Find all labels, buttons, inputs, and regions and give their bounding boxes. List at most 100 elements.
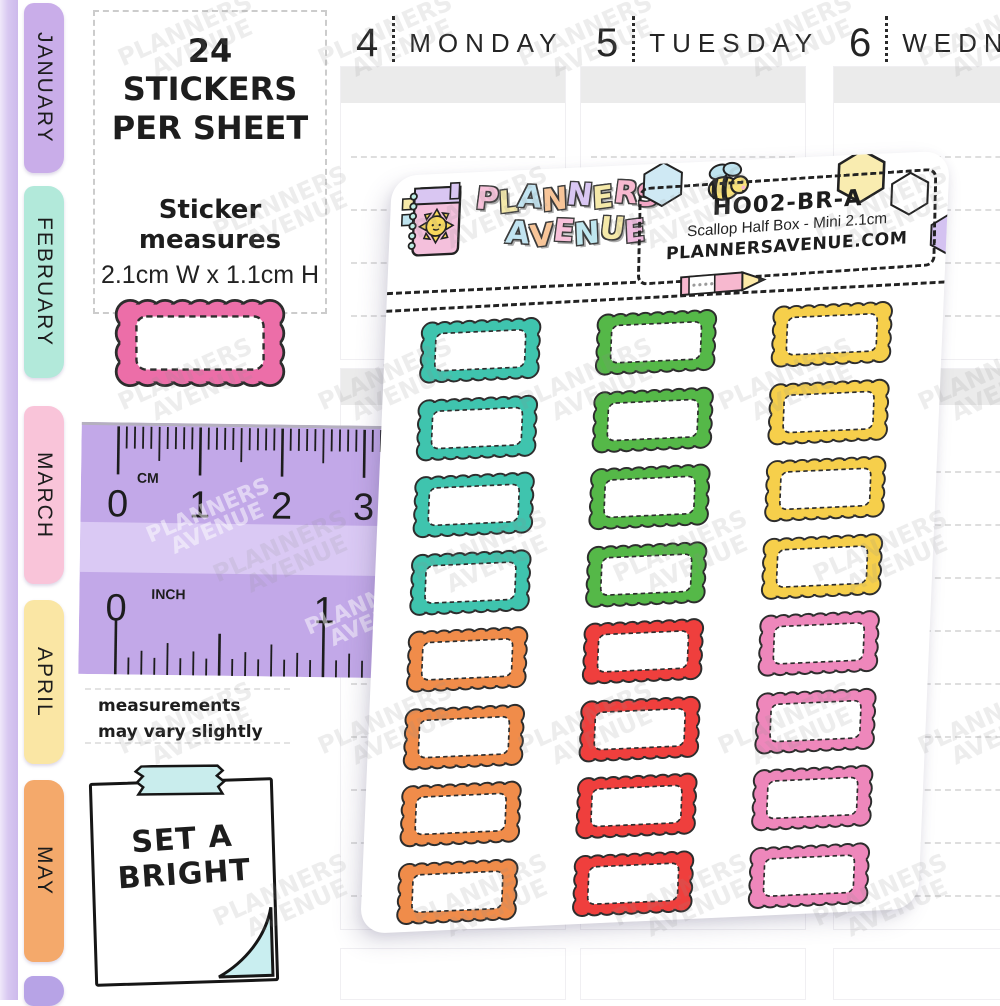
scallop-sticker-svg [752, 685, 879, 757]
info-box: 24 STICKERS PER SHEET Sticker measures 2… [93, 10, 327, 314]
brand-letter: V [529, 217, 554, 255]
sticker-count-line2: PER SHEET [95, 109, 325, 147]
scallop-sticker-svg [749, 762, 876, 834]
day-header: 4 MONDAY [356, 16, 563, 70]
sticker-count-line1: 24 STICKERS [95, 32, 325, 109]
scallop-sticker-svg [394, 855, 521, 927]
day-number: 4 [356, 21, 378, 66]
scallop-sticker-orange [394, 855, 521, 927]
page-fold-icon [215, 905, 279, 983]
day-number: 6 [849, 21, 871, 66]
scallop-sticker-svg [417, 314, 544, 386]
scallop-sticker-red [573, 770, 700, 842]
brand-line-avenue: AVENUE [505, 212, 646, 254]
notebook-logo-icon [398, 180, 467, 262]
card-rule [351, 156, 555, 158]
disclaimer-line1: measurements [98, 694, 263, 720]
month-tab-march: MARCH [24, 406, 64, 584]
scallop-sticker-pink [752, 685, 879, 757]
brand-letter: A [516, 179, 544, 215]
day-card-row3 [340, 948, 566, 1000]
measures-value: 2.1cm W x 1.1cm H [95, 261, 325, 290]
washi-tape-icon [133, 762, 226, 799]
day-card-header-band [834, 67, 1000, 103]
day-card-row3 [580, 948, 806, 1000]
day-card-header-band [341, 67, 565, 103]
scallop-sticker-svg [573, 770, 700, 842]
scallop-sticker-yellow [762, 453, 889, 525]
scallop-sticker-svg [407, 546, 534, 618]
scallop-sticker-teal [413, 392, 540, 464]
scallop-sticker-red [576, 693, 703, 765]
scallop-sticker-svg [112, 296, 288, 390]
scallop-sticker-green [583, 538, 710, 610]
scallop-sticker-svg [762, 453, 889, 525]
scallop-sticker-svg [579, 616, 706, 688]
page-rule [85, 688, 290, 690]
svg-text:2: 2 [271, 486, 293, 528]
scallop-sticker-svg [570, 847, 697, 919]
scallop-sticker-svg [745, 839, 872, 911]
sticky-note: SET A BRIGHT [89, 777, 279, 987]
scallop-sticker-pink [749, 762, 876, 834]
day-card-header-band [581, 67, 805, 103]
month-tab-february: FEBRUARY [24, 186, 64, 378]
scallop-sticker-svg [755, 608, 882, 680]
day-separator-dotted [392, 16, 395, 70]
scallop-sticker-green [592, 306, 719, 378]
scallop-sticker-svg [583, 538, 710, 610]
brand-letter: P [474, 181, 501, 217]
scallop-sticker-svg [410, 469, 537, 541]
scallop-sticker-svg [576, 693, 703, 765]
sticker-sheet: PLANNERS AVENUE HO02-BR-A Scallop Half B… [360, 151, 950, 934]
scallop-sticker-red [579, 616, 706, 688]
day-name: WEDNE [902, 28, 1000, 59]
scallop-sticker-orange [397, 778, 524, 850]
sticky-note-text: SET A BRIGHT [92, 817, 274, 898]
day-separator-dotted [885, 16, 888, 70]
scallop-sticker-svg [397, 778, 524, 850]
planner-spine [0, 0, 18, 1000]
brand-letter: N [573, 215, 600, 254]
month-tab-label: FEBRUARY [32, 217, 56, 347]
scallop-sticker-teal [417, 314, 544, 386]
scallop-sticker-orange [400, 701, 527, 773]
scallop-sticker-svg [413, 392, 540, 464]
scallop-sticker-svg [592, 306, 719, 378]
scallop-sticker-yellow [765, 376, 892, 448]
page-rule [85, 742, 290, 744]
month-tab-january: JANUARY [24, 3, 64, 173]
sample-sticker [112, 296, 288, 395]
day-name: MONDAY [409, 28, 563, 59]
month-tab-label: JANUARY [32, 32, 56, 144]
scallop-sticker-svg [758, 530, 885, 602]
scallop-sticker-orange [404, 624, 531, 696]
scallop-sticker-svg [768, 298, 895, 370]
month-tab-partial [24, 976, 64, 1006]
scallop-sticker-svg [400, 701, 527, 773]
svg-text:INCH: INCH [151, 586, 185, 602]
scallop-sticker-green [586, 461, 713, 533]
scallop-sticker-svg [404, 624, 531, 696]
sticker-count-title: 24 STICKERS PER SHEET [95, 32, 325, 147]
day-number: 5 [596, 21, 618, 66]
month-tab-label: MARCH [32, 452, 56, 539]
scallop-sticker-teal [407, 546, 534, 618]
month-tab-april: APRIL [24, 600, 64, 764]
sku-box: HO02-BR-A Scallop Half Box - Mini 2.1cm … [637, 168, 938, 286]
scallop-sticker-yellow [768, 298, 895, 370]
scallop-sticker-svg [586, 461, 713, 533]
scallop-sticker-pink [755, 608, 882, 680]
scallop-sticker-red [570, 847, 697, 919]
scallop-sticker-teal [410, 469, 537, 541]
measures-label: Sticker measures [95, 195, 325, 255]
disclaimer: measurements may vary slightly [98, 694, 263, 745]
scallop-sticker-yellow [758, 530, 885, 602]
scallop-sticker-svg [589, 384, 716, 456]
svg-text:0: 0 [107, 483, 129, 525]
month-tab-label: MAY [32, 846, 56, 896]
month-tab-label: APRIL [32, 647, 56, 718]
